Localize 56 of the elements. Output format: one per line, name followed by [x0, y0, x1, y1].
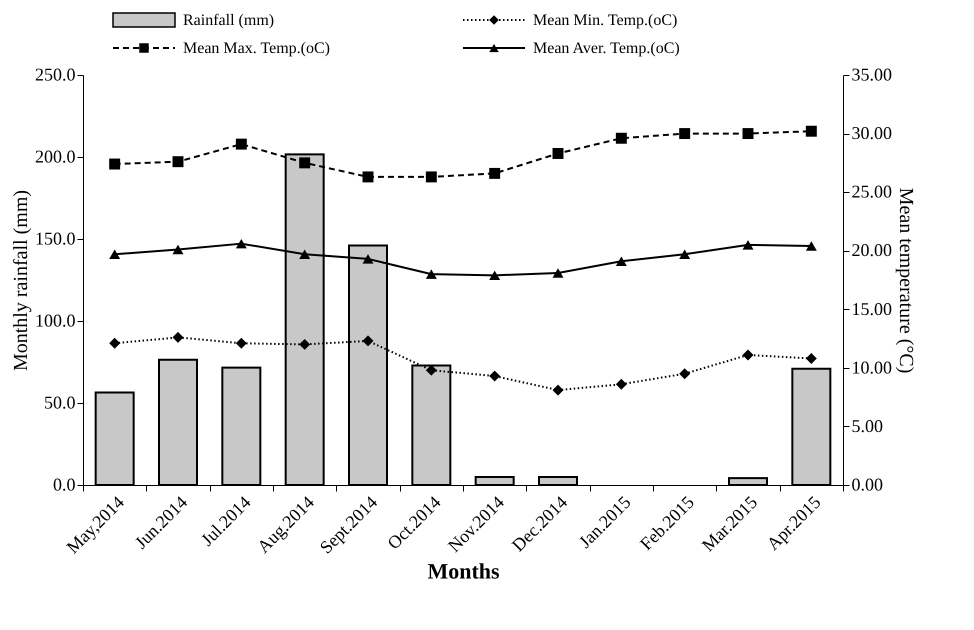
point — [426, 171, 437, 182]
point — [489, 270, 500, 280]
point — [679, 249, 690, 259]
point — [362, 171, 374, 182]
point — [806, 241, 817, 251]
point — [742, 128, 754, 140]
legend-label: Mean Aver. Temp.(oC) — [533, 40, 680, 57]
point — [109, 249, 120, 259]
x-axis-title: Months — [427, 558, 500, 584]
y2-tick-label: 35.00 — [852, 64, 892, 84]
y-tick-label: 200.0 — [35, 146, 76, 166]
point — [616, 378, 627, 390]
legend-label: Mean Max. Temp.(oC) — [183, 40, 330, 57]
y2-tick-label: 30.00 — [852, 123, 892, 144]
y2-tick-label: 5.00 — [852, 416, 883, 436]
y2-tick-label: 20.00 — [852, 240, 892, 260]
y-tick-label: 100.0 — [35, 310, 76, 330]
point — [109, 338, 120, 349]
point — [616, 256, 627, 266]
point — [806, 353, 817, 364]
point — [362, 254, 374, 264]
point — [426, 269, 437, 279]
y-tick-label: 150.0 — [35, 228, 76, 248]
point — [172, 332, 184, 343]
point — [109, 158, 120, 170]
point — [742, 349, 754, 360]
point — [806, 126, 817, 137]
y2-tick-label: 25.00 — [852, 182, 892, 202]
point — [236, 138, 247, 150]
point — [236, 238, 247, 248]
point — [299, 157, 310, 168]
point — [742, 240, 754, 250]
y-tick-label: 50.0 — [44, 392, 76, 412]
point — [552, 148, 564, 159]
y2-tick-label: 0.00 — [852, 474, 883, 494]
point — [616, 132, 627, 144]
y-axis-title: Monthly rainfall (mm) — [10, 190, 32, 372]
point — [299, 338, 310, 350]
y-tick-label: 250.0 — [35, 64, 76, 84]
y2-tick-label: 15.00 — [852, 298, 892, 319]
y-tick-label: 0.0 — [53, 474, 76, 494]
y2-axis-title: Mean temperature (°C) — [895, 188, 917, 374]
legend-label: Rainfall (mm) — [183, 12, 274, 29]
point — [236, 338, 247, 349]
point — [679, 368, 690, 380]
point — [552, 384, 564, 396]
point — [172, 244, 184, 254]
point — [299, 249, 310, 259]
point — [362, 335, 374, 346]
point — [489, 168, 500, 179]
legend-label: Mean Min. Temp.(oC) — [533, 12, 678, 29]
point — [679, 128, 690, 140]
point — [172, 156, 184, 168]
point — [489, 370, 500, 382]
y2-tick-label: 10.00 — [852, 357, 892, 378]
point — [552, 268, 564, 278]
